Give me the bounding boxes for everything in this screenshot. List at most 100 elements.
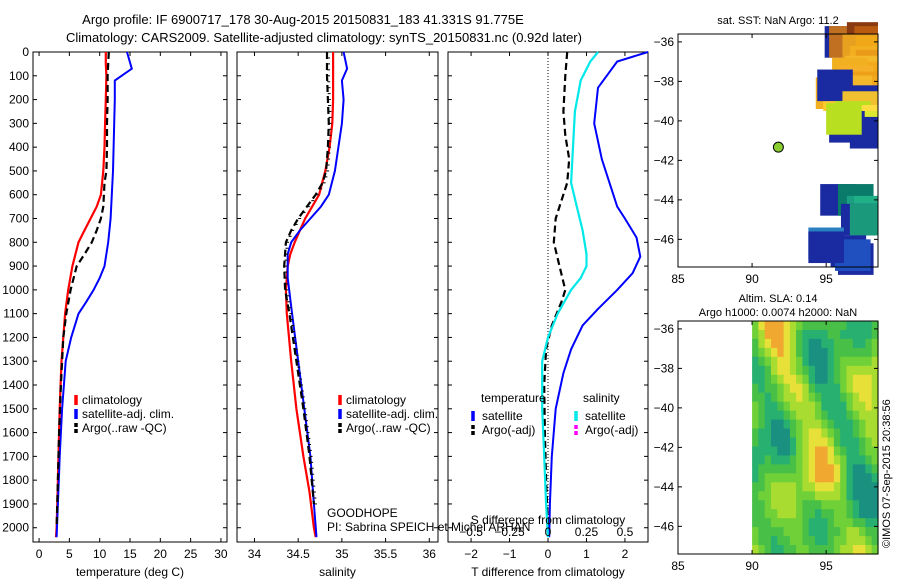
sla-cell [865, 500, 873, 510]
sla-cell [752, 383, 759, 394]
sla-cell [783, 455, 791, 465]
legend-label: satellite [585, 409, 626, 423]
sla-cell [827, 401, 835, 412]
sla-cell [758, 545, 766, 555]
sla-cell [777, 419, 785, 430]
sla-cell [827, 518, 835, 528]
sla-cell [808, 419, 816, 430]
map-frame [677, 320, 879, 555]
sla-cell [764, 374, 772, 385]
sla-cell [821, 374, 829, 385]
sla-cell [802, 482, 810, 492]
map-x-tick-label: 90 [745, 272, 759, 286]
sla-cell [827, 365, 835, 376]
x-tick-label: 30 [214, 547, 228, 561]
sla-cell [833, 330, 841, 340]
sla-cell [808, 383, 816, 394]
difference-panel: −2 −1 0 1 2 T difference from climatology −0.5… [447, 51, 649, 579]
sla-cell [852, 401, 860, 412]
sla-cell [833, 392, 841, 403]
x-axis-label: salinity [319, 565, 356, 579]
x-tick-label: 35 [335, 547, 349, 561]
sla-cell [846, 374, 854, 385]
y-tick-label: 1600 [2, 426, 29, 440]
sla-cell [808, 338, 816, 349]
sla-cell [771, 491, 778, 501]
sla-cell [865, 473, 873, 483]
sla-cell [821, 536, 829, 546]
sla-cell [852, 347, 860, 358]
sla-cell [789, 401, 797, 412]
sla-cell [859, 464, 866, 474]
sla-cell [871, 392, 879, 403]
sla-cell [764, 383, 772, 394]
sla-cell [783, 464, 791, 474]
sla-cell [808, 437, 816, 448]
sla-cell [783, 500, 791, 510]
sla-cell [846, 428, 854, 439]
sla-cell [833, 482, 841, 492]
sla-cell [840, 374, 848, 385]
sla-cell [764, 455, 772, 465]
sla-cell [865, 321, 873, 331]
sla-cell [871, 419, 879, 430]
sla-cell [771, 410, 778, 421]
y-tick-label: 1000 [2, 283, 29, 297]
sla-cell [777, 500, 785, 510]
sla-cell [840, 536, 848, 546]
sla-cell [852, 365, 860, 376]
y-tick-label: 700 [9, 212, 29, 226]
sla-cell [771, 455, 778, 465]
sla-cell [789, 419, 797, 430]
y-tick-label: 200 [9, 93, 29, 107]
x-tick-label: 0 [36, 547, 43, 561]
sla-cell [852, 392, 860, 403]
sla-cell [821, 482, 829, 492]
sla-cell [802, 347, 810, 358]
sla-cell [789, 410, 797, 421]
sla-cell [783, 374, 791, 385]
sla-cell [783, 419, 791, 430]
sla-cell [764, 356, 772, 367]
sla-cell [865, 330, 873, 340]
sla-cell [846, 338, 854, 349]
sla-cell [846, 392, 854, 403]
sla-cell [783, 509, 791, 519]
legend-label: Argo(..raw -QC) [82, 421, 167, 435]
sla-cell [852, 527, 860, 537]
y-tick-label: 800 [9, 235, 29, 249]
sla-cell [789, 473, 797, 483]
sla-cell [752, 410, 759, 421]
sla-cell [758, 518, 766, 528]
sla-cell [802, 455, 810, 465]
sla-cell [815, 509, 822, 519]
sla-cell [796, 374, 803, 385]
map-x-tick-label: 85 [671, 272, 685, 286]
sla-cell [758, 491, 766, 501]
x-axis-label: temperature (deg C) [76, 565, 184, 579]
sla-cell [752, 500, 759, 510]
sla-cell [789, 383, 797, 394]
sla-cell [865, 383, 873, 394]
sla-cell [865, 518, 873, 528]
sla-cell [846, 383, 854, 394]
sla-cell [764, 482, 772, 492]
sla-cell [840, 446, 848, 457]
sla-cell [815, 401, 822, 412]
sla-cell [840, 437, 848, 448]
sla-cell [758, 482, 766, 492]
x-tick-label: 0 [545, 547, 552, 561]
map-y-tick-label: −44 [654, 480, 675, 494]
sla-cell [865, 509, 873, 519]
sla-cell [871, 473, 879, 483]
sla-cell [758, 347, 766, 358]
sla-cell [796, 330, 803, 340]
sla-cell [777, 545, 785, 555]
sla-cell [833, 536, 841, 546]
sla-cell [796, 455, 803, 465]
legend-heading-salinity: salinity [583, 391, 620, 405]
sla-cell [815, 473, 822, 483]
sla-cell [796, 401, 803, 412]
sla-cell [827, 545, 835, 555]
sla-cell [827, 482, 835, 492]
